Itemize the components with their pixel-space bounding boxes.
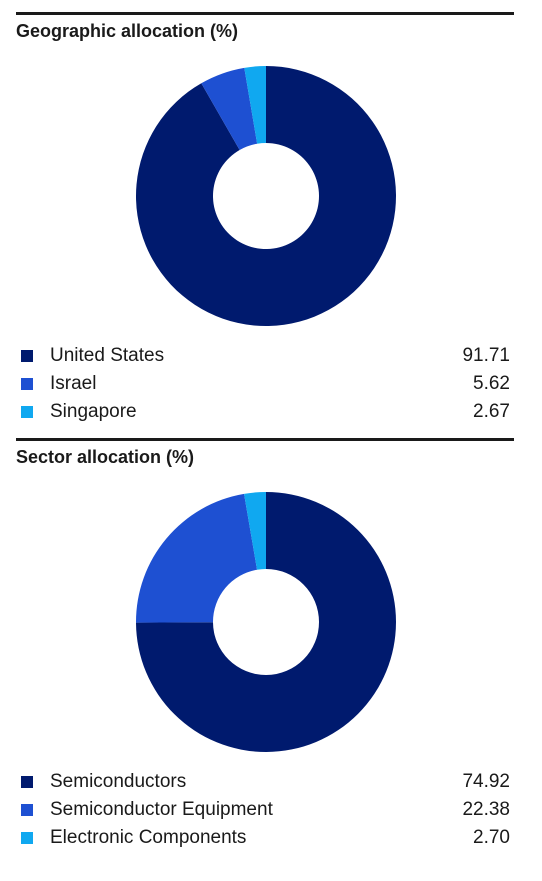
donut-slice-israel: [201, 67, 258, 151]
legend-label: Israel: [50, 373, 97, 394]
donut-slice-semiconductor-equipment: [136, 493, 258, 623]
chart-title: Sector allocation (%): [16, 447, 195, 467]
legend-value: 22.38: [462, 799, 510, 820]
legend-value: 91.71: [462, 345, 510, 366]
geographic-allocation-panel: Geographic allocation (%) United States …: [16, 12, 514, 432]
legend-item: Singapore 2.67: [16, 398, 514, 426]
donut-slice-semiconductors: [136, 492, 396, 752]
legend-value: 74.92: [462, 771, 510, 792]
legend-item: Israel 5.62: [16, 370, 514, 398]
legend-item: Semiconductor Equipment 22.38: [16, 796, 514, 824]
legend-swatch: [21, 350, 33, 362]
legend-swatch: [21, 804, 33, 816]
donut-slice-united-states: [136, 66, 396, 326]
legend: Semiconductors 74.92 Semiconductor Equip…: [16, 768, 514, 852]
legend: United States 91.71 Israel 5.62 Singapor…: [16, 342, 514, 426]
chart-title: Geographic allocation (%): [16, 21, 239, 41]
divider: [16, 438, 514, 441]
legend-label: Singapore: [50, 401, 137, 422]
legend-item: United States 91.71: [16, 342, 514, 370]
legend-value: 2.70: [473, 827, 510, 848]
legend-label: United States: [50, 345, 165, 366]
donut-slice-electronic-components: [244, 492, 266, 570]
legend-swatch: [21, 776, 33, 788]
donut-chart: [136, 492, 396, 752]
sector-allocation-panel: Sector allocation (%) Semiconductors 74.…: [16, 438, 514, 858]
legend-label: Semiconductor Equipment: [50, 799, 273, 820]
legend-swatch: [21, 832, 33, 844]
legend-item: Electronic Components 2.70: [16, 824, 514, 852]
divider: [16, 12, 514, 15]
legend-swatch: [21, 406, 33, 418]
legend-item: Semiconductors 74.92: [16, 768, 514, 796]
legend-value: 2.67: [473, 401, 510, 422]
legend-value: 5.62: [473, 373, 510, 394]
legend-swatch: [21, 378, 33, 390]
legend-label: Semiconductors: [50, 771, 187, 792]
donut-chart: [136, 66, 396, 326]
legend-label: Electronic Components: [50, 827, 247, 848]
donut-slice-singapore: [244, 66, 266, 144]
